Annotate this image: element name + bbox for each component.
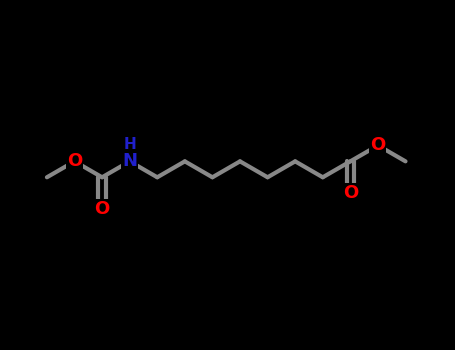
Text: O: O [370,136,385,154]
Text: N: N [122,152,137,170]
Text: O: O [343,184,358,202]
Text: O: O [95,200,110,218]
Text: H: H [123,136,136,152]
Text: O: O [67,152,82,170]
